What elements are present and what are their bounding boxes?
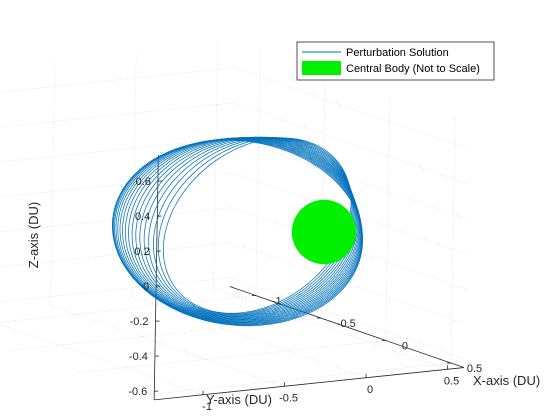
gridline-side-x [385,95,391,341]
z-axis-line [153,154,159,400]
orbit-revolution-line [112,139,363,327]
z-tick-label: 0 [143,281,149,293]
orbit-revolution-line [131,136,359,319]
z-tick-label: 0.2 [134,246,149,258]
x-tick-label: 0.5 [467,363,482,375]
gridline-side-x [450,118,456,364]
orbit-revolution-line [163,137,352,314]
orbit-revolution-line [112,139,363,326]
gridline-side-z [232,102,468,185]
orbit-revolution-line [114,138,363,324]
gridline-back-z [0,67,234,93]
gridline-floor-x [11,317,321,351]
legend-label-central-body: Central Body (Not to Scale) [346,63,480,75]
z-tick-label: 0.6 [136,176,151,188]
gridline-back-y [131,51,137,297]
gridline-back-y [50,60,56,306]
x-tick-label: 0 [402,341,408,353]
gridline-floor-y [50,304,285,387]
orbit-revolution-line [122,137,361,322]
x-axis-line [229,286,464,368]
x-axis-label: X-axis (DU) [473,373,540,388]
z-tick-label: 0.4 [135,211,150,223]
central-body-sphere [291,199,357,265]
gridline-floor-y [213,287,448,370]
legend-label-perturbation: Perturbation Solution [346,47,449,59]
z-axis-label: Z-axis (DU) [26,202,41,268]
orbit-revolution-line [143,136,356,317]
y-tick-label: 0 [367,384,373,396]
grid-layer [0,43,468,396]
orbit-revolution-line [128,137,359,320]
z-tick-label: -0.4 [129,351,148,363]
gridline-back-z [0,172,232,198]
z-tick-label: -0.6 [128,386,147,398]
orbit-revolution-line [153,137,354,316]
ticks-layer: -1 -0.5 0 0.5 -1 -0.5 0 0.5 -0.6 -0.4 -0.2 0 0.2 0.4 0… [128,176,482,413]
gridline-side-z [233,67,468,150]
gridline-back-y [213,43,219,289]
x-tick-label: -1 [272,296,282,308]
gridline-side-z [229,277,465,360]
legend-patch-swatch [302,61,341,75]
gridline-floor-y [0,324,204,396]
gridline-side-x [255,50,261,296]
gridline-floor-x [141,362,451,396]
orbit-revolution-line [113,139,363,325]
y-tick-label: -1 [202,401,212,413]
legend: Perturbation Solution Central Body (Not … [296,41,495,81]
gridline-side-x [320,73,326,319]
y-axis-label: Y-axis (DU) [206,392,272,407]
orbit-revolution-line [148,137,355,316]
y-axis-line [154,367,464,401]
orbit-revolution-line [119,137,362,322]
orbit-revolution-line [139,136,357,318]
axes-layer [153,154,464,401]
gridline-side-z [232,137,467,220]
orbit-layer [112,136,363,327]
orbit-revolution-line [117,137,362,323]
orbit-revolution-line [124,137,360,321]
z-tick-label: -0.2 [130,316,149,328]
gridline-floor-x [76,340,386,374]
orbit-revolution-line [135,136,358,319]
y-tick-label: -0.5 [279,392,298,404]
y-tick-label: 0.5 [444,375,459,387]
gridline-floor-y [131,296,367,379]
orbit-revolution-line [157,137,353,315]
x-tick-label: -0.5 [337,318,356,330]
orbit-revolution-line [115,138,363,324]
gridline-back-z [0,102,234,128]
